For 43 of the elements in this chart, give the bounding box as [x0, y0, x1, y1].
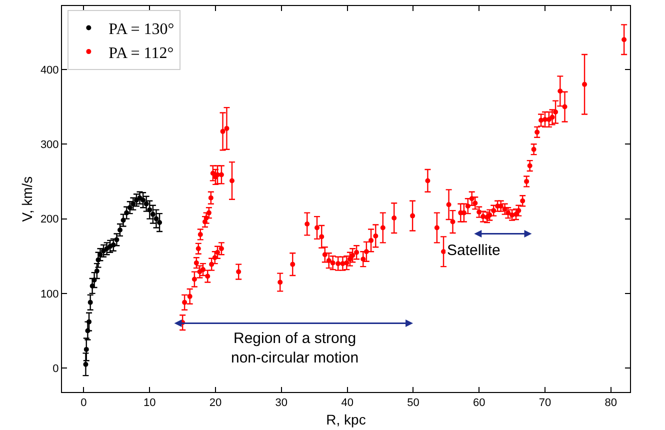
- point: [157, 220, 162, 226]
- point: [84, 346, 89, 352]
- annotation: Region of a strong non-circular motion: [231, 330, 359, 366]
- x-axis-title: R, kpc: [326, 412, 366, 428]
- y-tick-label: 100: [40, 288, 59, 300]
- legend-label: PA = 112°: [108, 44, 174, 62]
- point: [114, 237, 120, 242]
- point: [127, 205, 132, 210]
- point: [150, 212, 156, 217]
- point: [85, 328, 90, 334]
- point: [120, 218, 126, 223]
- x-tick-label: 70: [538, 397, 552, 410]
- x-tick-label: 50: [407, 397, 420, 410]
- x-tick-label: 60: [472, 397, 486, 410]
- point: [110, 242, 116, 248]
- point: [92, 278, 97, 283]
- point: [98, 252, 103, 258]
- x-tick-label: 20: [209, 397, 222, 410]
- point: [117, 227, 122, 232]
- x-tick-label: 40: [341, 397, 354, 410]
- point: [144, 201, 149, 206]
- point: [96, 257, 101, 262]
- y-tick-label: 200: [40, 214, 59, 226]
- point: [94, 268, 100, 274]
- point: [140, 198, 146, 203]
- point: [86, 319, 92, 324]
- y-tick-label: 0: [52, 362, 59, 375]
- x-tick-label: 0: [80, 397, 87, 410]
- annotation: Satellite: [447, 242, 500, 259]
- y-axis-title: V, km/s: [19, 176, 36, 222]
- point: [147, 207, 152, 212]
- x-tick-label: 30: [275, 397, 288, 410]
- x-tick-label: 10: [144, 397, 156, 410]
- y-tick-label: 400: [40, 64, 59, 76]
- point: [90, 283, 95, 288]
- point: [154, 216, 159, 222]
- point: [124, 210, 130, 216]
- point: [83, 362, 88, 367]
- point: [130, 201, 136, 206]
- legend-label: PA = 130°: [108, 21, 174, 38]
- y-tick-label: 300: [40, 138, 59, 151]
- point: [88, 300, 93, 305]
- x-tick-label: 80: [604, 397, 618, 410]
